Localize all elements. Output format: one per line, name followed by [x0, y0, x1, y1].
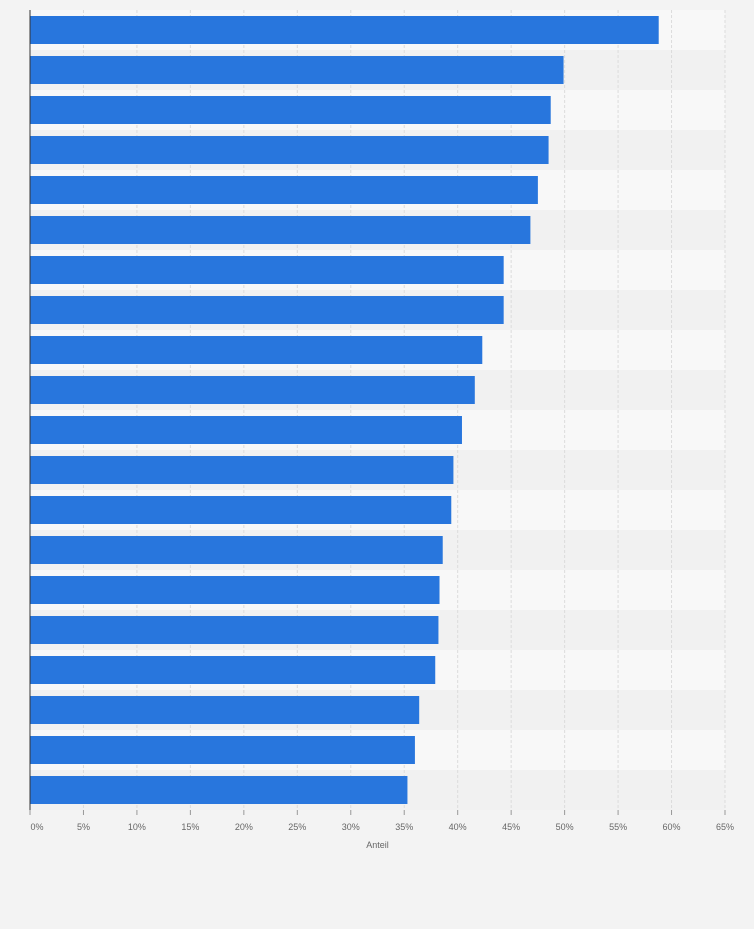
bar — [30, 176, 538, 204]
x-tick-label: 40% — [449, 822, 467, 832]
bar — [30, 216, 531, 244]
x-tick-label: 55% — [609, 822, 627, 832]
bar — [30, 496, 452, 524]
bar — [30, 16, 659, 44]
x-tick-label: 15% — [181, 822, 199, 832]
row-bands — [30, 10, 725, 810]
bar — [30, 296, 504, 324]
x-tick-label: 20% — [235, 822, 253, 832]
bar — [30, 376, 475, 404]
x-tick-label: 65% — [716, 822, 734, 832]
bar — [30, 656, 436, 684]
x-tick-label: 60% — [663, 822, 681, 832]
bar — [30, 136, 549, 164]
x-tick-label: 25% — [288, 822, 306, 832]
bar — [30, 56, 564, 84]
x-tick-labels: 0% 5% 10% 15% 20% 25% 30% 35% 40% 45% 50% 55% 60% 65% — [30, 822, 734, 832]
x-tick-label: 5% — [77, 822, 90, 832]
bar — [30, 736, 415, 764]
bar — [30, 616, 439, 644]
x-tick-label: 30% — [342, 822, 360, 832]
bar — [30, 456, 454, 484]
bar — [30, 96, 551, 124]
bar — [30, 336, 483, 364]
x-tick-label: 0% — [30, 822, 43, 832]
bar — [30, 776, 408, 804]
bar — [30, 536, 443, 564]
x-tick-label: 50% — [556, 822, 574, 832]
x-tick-label: 35% — [395, 822, 413, 832]
x-axis-title: Anteil — [366, 840, 389, 850]
x-tick-label: 10% — [128, 822, 146, 832]
bars — [30, 16, 659, 804]
bar — [30, 416, 462, 444]
bar — [30, 576, 440, 604]
x-tick-label: 45% — [502, 822, 520, 832]
axis — [29, 10, 726, 815]
bar — [30, 256, 504, 284]
bar — [30, 696, 420, 724]
